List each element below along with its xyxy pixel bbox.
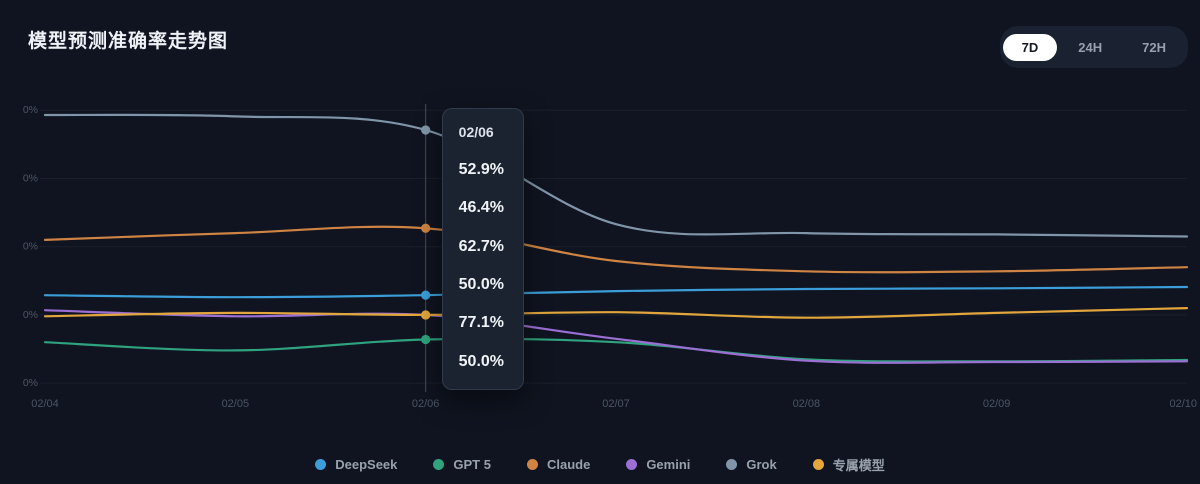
x-axis-tick-label: 02/04 (31, 398, 59, 410)
x-axis-tick-label: 02/07 (602, 398, 630, 410)
legend-label: GPT 5 (453, 457, 491, 472)
x-axis-tick-label: 02/09 (983, 398, 1011, 410)
legend-label: Claude (546, 457, 591, 472)
x-axis-tick-label: 02/06 (412, 398, 440, 410)
range-24h-button[interactable]: 24H (1059, 34, 1121, 61)
chart-tooltip: 02/06 52.9% 46.4% 62.7% 50.0% 77.1% 50.0… (441, 108, 524, 391)
range-7d-button[interactable]: 7D (1002, 33, 1058, 61)
legend-dot-icon (626, 459, 638, 470)
legend-dot-icon (726, 459, 738, 470)
highlight-dot-deepseek (421, 290, 431, 300)
legend-dot-icon (526, 459, 538, 470)
legend-label: Gemini (646, 457, 691, 472)
legend-item-claude[interactable]: Claude (526, 457, 591, 472)
legend-item-custom-model[interactable]: 专属模型 (812, 455, 885, 474)
x-axis-tick-label: 02/08 (793, 398, 821, 410)
highlight-dot-gpt-5 (421, 334, 431, 345)
highlight-dot-专属模型 (421, 310, 431, 320)
chart-legend: DeepSeek GPT 5 Claude Gemini Grok 专属模型 (0, 455, 1200, 474)
legend-item-grok[interactable]: Grok (726, 457, 777, 472)
y-axis-tick-label: 0% (23, 377, 38, 389)
tooltip-value-gpt5: 46.4% (458, 199, 505, 217)
tooltip-value-custom: 50.0% (458, 352, 505, 370)
highlight-dot-grok (421, 125, 431, 135)
range-72h-button[interactable]: 72H (1123, 34, 1185, 61)
x-axis-tick-label: 02/05 (222, 398, 250, 410)
legend-dot-icon (433, 459, 445, 470)
tooltip-value-claude: 62.7% (458, 237, 505, 255)
y-axis-tick-label: 0% (23, 104, 38, 116)
series-line-专属模型 (43, 307, 1189, 319)
series-line-deepseek (43, 285, 1189, 299)
legend-label: 专属模型 (832, 458, 885, 473)
time-range-switcher: 7D 24H 72H (999, 26, 1188, 68)
series-line-claude (43, 225, 1189, 274)
highlight-dot-claude (421, 223, 431, 233)
series-line-grok (43, 113, 1189, 238)
legend-dot-icon (315, 459, 327, 470)
legend-label: Grok (746, 457, 777, 472)
legend-item-gemini[interactable]: Gemini (626, 457, 690, 472)
tooltip-date: 02/06 (458, 124, 494, 140)
legend-dot-icon (812, 459, 824, 470)
series-line-gemini (43, 309, 1189, 364)
tooltip-value-gemini: 50.0% (458, 275, 505, 293)
page-title: 模型预测准确率走势图 (28, 31, 229, 52)
y-axis-tick-label: 0% (23, 172, 38, 184)
tooltip-value-grok: 77.1% (458, 314, 505, 332)
legend-item-deepseek[interactable]: DeepSeek (315, 457, 397, 472)
x-axis-tick-label: 02/10 (1169, 398, 1197, 410)
y-axis-tick-label: 0% (23, 309, 38, 321)
series-line-gpt-5 (43, 337, 1189, 363)
tooltip-value-deepseek: 52.9% (458, 160, 505, 178)
accuracy-trend-chart[interactable]: 0% 0% 0% 0% 0% 02/04 02/05 02/06 02/07 02/08 02/09… (0, 0, 1200, 430)
y-axis-tick-label: 0% (23, 241, 38, 253)
legend-label: DeepSeek (335, 457, 398, 472)
legend-item-gpt5[interactable]: GPT 5 (433, 457, 491, 472)
